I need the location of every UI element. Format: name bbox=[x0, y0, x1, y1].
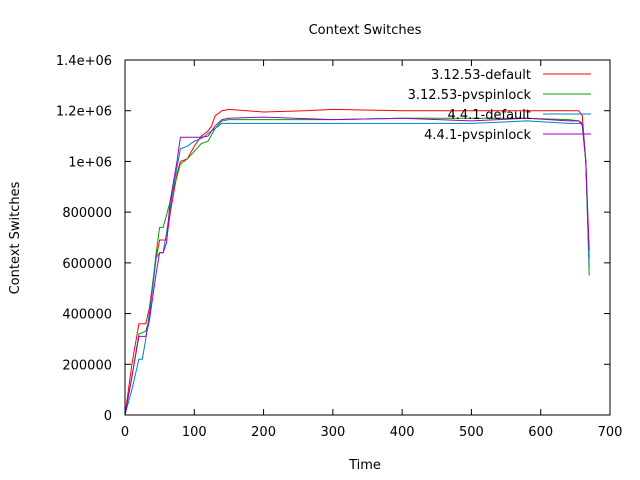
legend-label: 4.4.1-pvspinlock bbox=[424, 128, 531, 143]
y-tick-label: 400000 bbox=[62, 308, 112, 323]
legend: 3.12.53-default 3.12.53-pvspinlock 4.4.1-d… bbox=[408, 68, 591, 143]
x-tick-label: 600 bbox=[528, 425, 553, 440]
chart-title: Context Switches bbox=[309, 23, 422, 38]
legend-label: 4.4.1-default bbox=[447, 108, 531, 123]
x-tick-label: 100 bbox=[182, 425, 207, 440]
series-line-1 bbox=[124, 108, 590, 416]
x-axis-label: Time bbox=[348, 458, 381, 473]
x-tick-label: 0 bbox=[121, 425, 129, 440]
legend-label: 3.12.53-pvspinlock bbox=[408, 88, 532, 103]
series-line-4 bbox=[124, 116, 590, 416]
x-tick-label: 500 bbox=[459, 425, 484, 440]
x-tick-label: 400 bbox=[390, 425, 415, 440]
plot-frame bbox=[124, 59, 611, 416]
y-tick-label: 1e+06 bbox=[68, 155, 112, 170]
x-tick-label: 300 bbox=[320, 425, 345, 440]
y-tick-label: 1.2e+06 bbox=[56, 105, 112, 120]
series-line-3 bbox=[124, 120, 590, 416]
y-tick-label: 1.4e+06 bbox=[56, 54, 112, 69]
series-line-2 bbox=[124, 117, 590, 416]
x-tick-label: 200 bbox=[251, 425, 276, 440]
y-tick-label: 800000 bbox=[62, 206, 112, 221]
series-layer bbox=[124, 108, 590, 416]
x-tick-label: 700 bbox=[598, 425, 623, 440]
y-axis-label: Context Switches bbox=[8, 181, 23, 294]
y-tick-label: 600000 bbox=[62, 257, 112, 272]
legend-label: 3.12.53-default bbox=[431, 68, 531, 83]
y-tick-label: 200000 bbox=[62, 358, 112, 373]
ticks-layer: 0 100 200 300 400 500 600 700 0 200000 400000 60000… bbox=[56, 54, 623, 440]
y-tick-label: 0 bbox=[104, 409, 112, 424]
